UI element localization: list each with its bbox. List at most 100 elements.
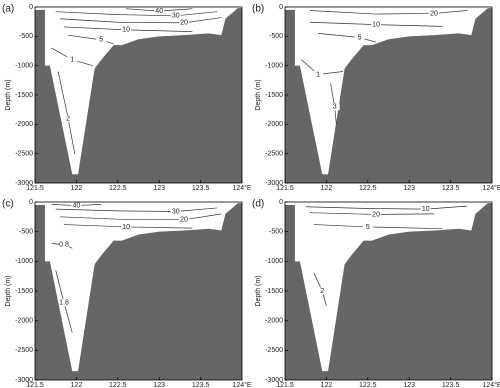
x-tick-label: 121.5 <box>26 382 44 388</box>
contour-label: 2 <box>320 288 324 295</box>
contour-label-bg <box>154 7 165 15</box>
x-tick-label: 122 <box>321 382 333 388</box>
y-tick-label: -3000 <box>265 180 283 187</box>
contour-label: 20 <box>180 217 188 224</box>
contour-label: 20 <box>180 20 188 27</box>
contour-label: 2 <box>66 115 70 122</box>
x-tick-label: 121.5 <box>276 185 294 192</box>
y-tick-label: -3000 <box>15 377 33 384</box>
x-tick-label: 122 <box>321 185 333 192</box>
y-tick-label: -3000 <box>15 180 33 187</box>
y-tick-label: -2000 <box>265 318 283 325</box>
contour-label: 0.8 <box>59 242 69 249</box>
contour-label: 5 <box>366 224 370 231</box>
contour-label: 1 <box>316 71 320 78</box>
x-tick-label: 121.5 <box>276 382 294 388</box>
contour-label: 5 <box>99 37 103 44</box>
contour-label: 20 <box>372 211 380 218</box>
y-tick-label: -2000 <box>265 121 283 128</box>
contour-label-bg <box>371 210 382 218</box>
contour-label-bg <box>63 114 74 122</box>
contour-label-bg <box>170 12 181 20</box>
x-tick-label: 124°E <box>232 184 251 192</box>
contour-label: 30 <box>172 208 180 215</box>
y-tick-label: -1000 <box>265 258 283 265</box>
contour-line <box>305 205 468 210</box>
x-tick-label: 123.5 <box>442 185 460 192</box>
y-axis-label: Depth (m) <box>255 275 262 306</box>
contour-line <box>59 213 222 221</box>
contour-label: 3 <box>333 104 337 111</box>
contour-label: 30 <box>172 13 180 20</box>
water <box>285 7 492 175</box>
contour-line <box>309 10 468 15</box>
x-tick-label: 122.5 <box>359 185 377 192</box>
y-tick-label: -1500 <box>265 92 283 99</box>
x-tick-label: 122.5 <box>109 185 127 192</box>
water <box>35 7 242 175</box>
y-tick-label: -1500 <box>265 288 283 295</box>
contour-label-bg <box>96 36 107 44</box>
y-tick-label: -1000 <box>15 63 33 70</box>
contour-label-bg <box>371 21 382 29</box>
y-tick-label: -1500 <box>15 92 33 99</box>
y-tick-label: -2500 <box>265 151 283 158</box>
contour-label-bg <box>58 241 69 249</box>
contour-line <box>59 17 222 24</box>
y-axis-label: Depth (m) <box>255 79 262 110</box>
contour-label: 40 <box>73 202 81 209</box>
contour-label-bg <box>67 56 78 64</box>
y-tick-label: -1000 <box>15 258 33 265</box>
y-tick-label: -2000 <box>15 318 33 325</box>
x-tick-label: 124°E <box>232 381 251 388</box>
contour-label: 10 <box>122 27 130 34</box>
contour-label-bg <box>179 19 190 27</box>
panel-label: (b) <box>252 4 264 15</box>
panel-label: (c) <box>2 199 14 210</box>
x-tick-label: 121.5 <box>26 185 44 192</box>
contour-label-bg <box>354 34 365 42</box>
panel-label: (d) <box>252 199 264 210</box>
contour-label: 40 <box>155 8 163 15</box>
x-tick-label: 124°E <box>482 184 500 192</box>
y-tick-label: -2500 <box>265 347 283 354</box>
y-tick-label: -2500 <box>15 151 33 158</box>
contour-line <box>55 207 218 212</box>
contour-label-bg <box>362 223 373 231</box>
y-tick-label: 0 <box>279 199 283 206</box>
contour-line <box>55 11 218 17</box>
contour-label-bg <box>317 287 328 295</box>
water <box>35 202 242 372</box>
y-tick-label: -500 <box>19 229 33 236</box>
y-tick-label: -1500 <box>15 288 33 295</box>
x-tick-label: 123.5 <box>442 382 460 388</box>
y-axis-label: Depth (m) <box>5 79 12 110</box>
contour-label-bg <box>121 26 132 34</box>
contour-label: 1.6 <box>59 300 69 307</box>
contour-label-bg <box>429 9 440 17</box>
contour-label: 10 <box>422 206 430 213</box>
contour-label-bg <box>170 207 181 215</box>
y-tick-label: -500 <box>19 33 33 40</box>
y-tick-label: -500 <box>269 33 283 40</box>
y-tick-label: -3000 <box>265 377 283 384</box>
contour-label-bg <box>420 205 431 213</box>
x-tick-label: 122.5 <box>109 382 127 388</box>
contour-label-bg <box>313 70 324 78</box>
y-tick-label: 0 <box>29 4 33 11</box>
y-tick-label: 0 <box>279 4 283 11</box>
contour-label-bg <box>71 202 82 210</box>
contour-label: 5 <box>358 34 362 41</box>
x-tick-label: 122 <box>71 382 83 388</box>
panel-label: (a) <box>2 4 14 15</box>
contour-label: 10 <box>122 224 130 231</box>
x-tick-label: 123 <box>153 382 165 388</box>
y-tick-label: 0 <box>29 199 33 206</box>
x-tick-label: 123.5 <box>192 185 210 192</box>
y-tick-label: -2500 <box>15 347 33 354</box>
contour-label-bg <box>329 103 340 111</box>
x-tick-label: 122.5 <box>359 382 377 388</box>
water <box>285 202 492 372</box>
contour-label: 10 <box>372 21 380 28</box>
